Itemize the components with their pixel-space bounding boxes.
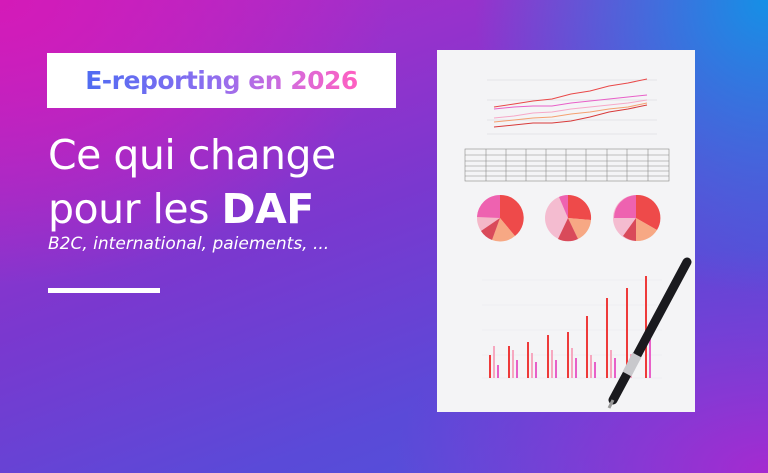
- headline-line1: Ce qui change: [48, 131, 336, 179]
- pen-icon: [607, 257, 692, 409]
- divider-bar: [48, 288, 160, 293]
- headline-line2: pour les DAF: [48, 182, 336, 236]
- badge-text: E-reporting en 2026: [85, 66, 358, 95]
- headline-daf: DAF: [221, 185, 315, 233]
- line-chart-icon: [487, 78, 657, 135]
- title-badge: E-reporting en 2026: [47, 53, 396, 108]
- headline-line2-prefix: pour les: [48, 185, 222, 233]
- data-table: [464, 148, 670, 182]
- subtitle: B2C, international, paiements, ...: [48, 234, 330, 254]
- headline: Ce qui change pour les DAF: [48, 128, 336, 236]
- report-paper-icon: [437, 50, 695, 412]
- pie-chart-icon: [477, 194, 661, 242]
- bar-chart-icon: [482, 276, 662, 379]
